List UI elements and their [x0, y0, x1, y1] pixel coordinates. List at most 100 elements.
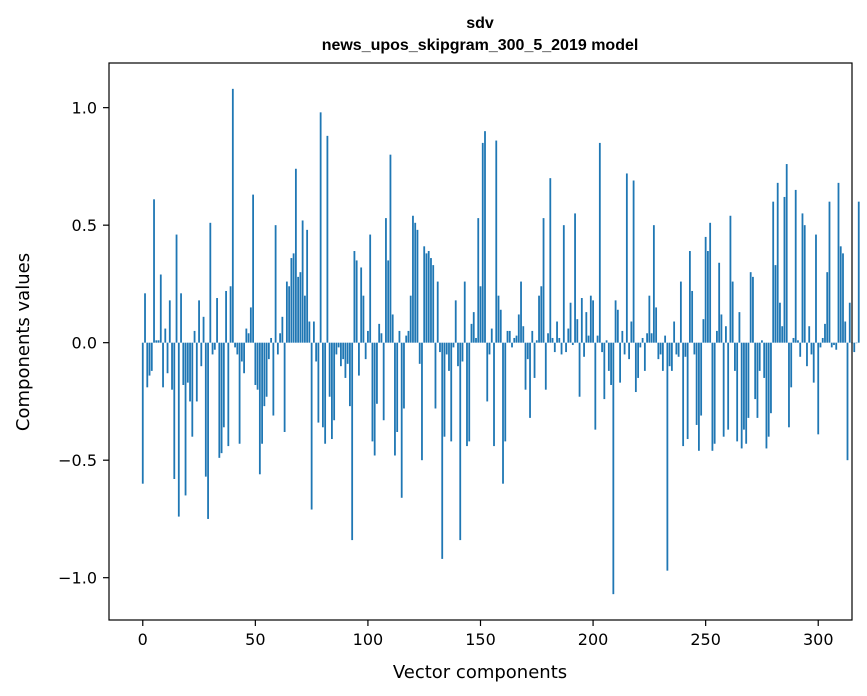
bar: [146, 342, 149, 388]
x-tick-label: 0: [138, 630, 148, 649]
bar: [556, 321, 558, 343]
bar: [668, 342, 671, 367]
bar: [504, 342, 507, 442]
bar: [398, 330, 401, 343]
bar: [612, 342, 615, 595]
bar: [781, 326, 784, 343]
bar: [166, 342, 169, 374]
y-tick-label: −0.5: [58, 451, 97, 470]
bar: [637, 342, 640, 378]
y-axis-ticks: −1.0 −0.5 0.0 0.5 1.0: [58, 99, 109, 588]
bar: [531, 330, 534, 343]
bar: [389, 154, 392, 343]
bar: [499, 309, 502, 343]
bar: [551, 337, 554, 343]
bar: [772, 201, 775, 343]
x-axis-ticks: 0 50 100 150 200 250 300: [138, 620, 834, 649]
bar: [481, 142, 484, 343]
bar: [547, 333, 549, 343]
bar: [164, 328, 167, 343]
x-axis-label: Vector components: [393, 662, 567, 683]
bar: [153, 199, 155, 343]
bar: [592, 300, 594, 343]
bar: [700, 342, 703, 416]
bar: [657, 342, 660, 360]
bar: [718, 262, 721, 343]
bar: [252, 194, 254, 343]
bar: [736, 342, 739, 442]
bar: [833, 342, 835, 346]
y-tick-label: −1.0: [58, 569, 97, 588]
bar: [837, 182, 840, 343]
bar: [783, 196, 786, 343]
bar: [193, 330, 196, 343]
bar: [144, 293, 146, 343]
bar: [806, 342, 808, 367]
bar: [565, 342, 567, 353]
x-tick-label: 50: [245, 630, 265, 649]
bar: [468, 342, 471, 442]
bar: [380, 333, 383, 343]
bar: [835, 342, 838, 350]
bar: [691, 290, 694, 343]
bar: [157, 340, 160, 343]
bar: [673, 321, 676, 343]
bar: [857, 201, 860, 343]
bar: [191, 342, 194, 437]
bar: [508, 330, 511, 343]
bar: [472, 312, 475, 343]
bar: [801, 213, 804, 343]
bar: [409, 295, 412, 343]
bar: [513, 337, 516, 343]
bar: [810, 342, 813, 355]
bar: [466, 342, 468, 447]
bar: [283, 342, 286, 432]
bar: [150, 342, 153, 371]
bar: [495, 140, 498, 343]
bar: [819, 342, 822, 348]
bar: [227, 342, 230, 447]
bar: [515, 335, 518, 343]
bar: [538, 295, 540, 343]
bar: [207, 342, 209, 519]
bar: [479, 286, 482, 343]
bar: [243, 342, 245, 374]
bar: [853, 342, 856, 353]
bar: [722, 342, 725, 437]
bar: [315, 342, 318, 362]
bar: [792, 337, 795, 343]
bar: [234, 342, 236, 348]
bar: [312, 321, 315, 343]
bar: [321, 342, 324, 428]
bar: [331, 342, 333, 440]
y-tick-label: 1.0: [72, 99, 97, 118]
bar: [439, 342, 441, 353]
bar: [407, 330, 410, 343]
bar: [177, 342, 180, 517]
bar: [776, 182, 779, 343]
bar: [830, 342, 833, 348]
bar: [702, 319, 705, 343]
bar: [425, 253, 428, 343]
bar: [698, 342, 700, 451]
bar: [448, 342, 450, 371]
bar: [418, 342, 421, 364]
bar: [387, 260, 390, 343]
bar: [650, 333, 653, 343]
bar: [441, 342, 444, 559]
bar: [263, 342, 266, 407]
bar: [236, 342, 239, 355]
bar: [171, 342, 173, 390]
bar: [333, 342, 336, 421]
bar: [799, 342, 802, 357]
bar: [713, 342, 716, 444]
bar: [767, 342, 770, 437]
bar: [218, 342, 221, 458]
bar: [634, 342, 637, 393]
bar: [661, 342, 664, 371]
x-tick-label: 200: [578, 630, 609, 649]
bar: [306, 229, 309, 343]
bar: [529, 342, 531, 418]
bar: [596, 335, 599, 343]
bar: [148, 342, 151, 376]
